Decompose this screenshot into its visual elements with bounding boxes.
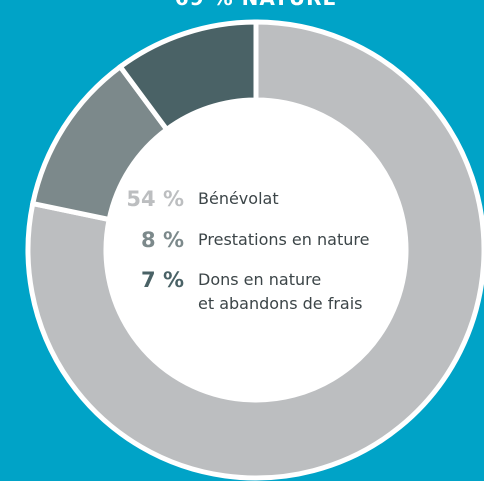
category-label: Dons en nature et abandons de frais (198, 270, 363, 313)
legend-row: 8 % Prestations en nature (100, 228, 369, 252)
category-label: Bénévolat (198, 189, 279, 208)
legend-row: 54 % Bénévolat (100, 187, 279, 211)
category-label: Prestations en nature (198, 230, 370, 249)
chart-title: 69 % NATURE (0, 0, 484, 10)
donut-hole (106, 100, 406, 400)
value-label: 8 % (141, 228, 184, 252)
value-label: 7 % (141, 268, 184, 292)
value-label: 54 % (126, 187, 184, 211)
legend-row: 7 % Dons en nature et abandons de frais (100, 268, 363, 316)
